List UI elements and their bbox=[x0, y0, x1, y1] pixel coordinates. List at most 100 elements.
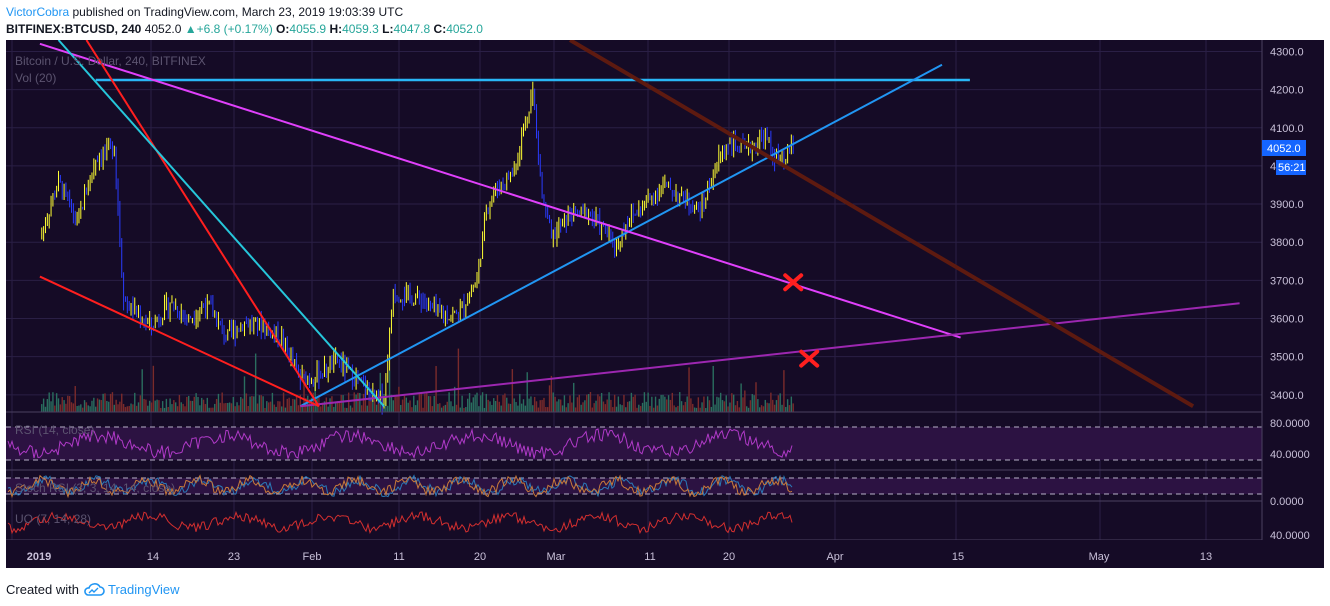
volume-bar bbox=[219, 402, 222, 412]
x-marker-stroke bbox=[799, 349, 820, 368]
volume-bar bbox=[104, 393, 106, 412]
volume-bar bbox=[109, 393, 112, 412]
volume-bar bbox=[401, 399, 404, 412]
indicator-tick-label: 80.0000 bbox=[1270, 418, 1310, 430]
volume-bar bbox=[613, 394, 616, 412]
chart-svg[interactable]: Bitcoin / U.S. Dollar, 240, BITFINEX Vol… bbox=[6, 40, 1324, 568]
volume-bar bbox=[336, 401, 339, 412]
chart-area[interactable]: Bitcoin / U.S. Dollar, 240, BITFINEX Vol… bbox=[6, 40, 1324, 568]
volume-bar bbox=[108, 401, 110, 412]
volume-bar bbox=[500, 405, 502, 412]
volume-bar bbox=[619, 404, 621, 412]
volume-bar bbox=[617, 396, 620, 412]
volume-bar bbox=[513, 398, 515, 412]
volume-bar bbox=[122, 403, 125, 412]
symbol-name[interactable]: BITFINEX:BTCUSD, 240 bbox=[6, 22, 142, 36]
volume-bar bbox=[374, 394, 376, 412]
volume-bar bbox=[457, 348, 460, 412]
volume-bar bbox=[623, 394, 625, 412]
volume-bar bbox=[359, 393, 361, 412]
volume-bar bbox=[267, 402, 270, 412]
volume-bar bbox=[764, 399, 766, 412]
volume-bar bbox=[712, 365, 714, 412]
volume-bar bbox=[115, 399, 117, 412]
volume-bar bbox=[340, 394, 342, 412]
volume-bar bbox=[119, 401, 121, 412]
volume-bar bbox=[160, 407, 162, 412]
volume-bar bbox=[161, 401, 164, 412]
drawings[interactable] bbox=[39, 40, 1240, 409]
volume-bar bbox=[543, 397, 545, 412]
tradingview-brand[interactable]: TradingView bbox=[83, 582, 180, 597]
volume-bar bbox=[368, 400, 370, 412]
volume-bar bbox=[178, 394, 181, 412]
volume-bar bbox=[42, 398, 45, 412]
volume-bar bbox=[225, 403, 227, 412]
volume-bar bbox=[511, 369, 514, 412]
time-tick-label: 2019 bbox=[27, 551, 51, 563]
volume-bar bbox=[106, 400, 108, 412]
created-with-text: Created with bbox=[6, 581, 79, 597]
indicator-labels: RSI (14, close) Stoch RSI (3, 3, 14, 14,… bbox=[15, 423, 175, 526]
volume-bar bbox=[612, 407, 614, 412]
volume-bar bbox=[716, 396, 718, 412]
volume-bar bbox=[751, 394, 753, 412]
rsi-label: RSI (14, close) bbox=[15, 423, 94, 437]
volume-bar bbox=[227, 402, 229, 412]
price-axis[interactable]: 4300.04200.04100.04000.03900.03800.03700… bbox=[1261, 40, 1324, 542]
volume-bar bbox=[753, 395, 755, 412]
change-arrow: ▲ bbox=[184, 22, 197, 36]
volume-bar bbox=[463, 407, 465, 412]
volume-bar bbox=[476, 392, 478, 412]
close-value: 4052.0 bbox=[446, 22, 483, 36]
price-tick-label: 4300.0 bbox=[1270, 46, 1304, 58]
volume-bar bbox=[444, 404, 447, 412]
volume-bar bbox=[721, 400, 724, 412]
volume-bar bbox=[221, 392, 223, 412]
volume-bar bbox=[57, 398, 60, 412]
volume-bar bbox=[478, 406, 480, 412]
time-tick-label: Feb bbox=[303, 551, 322, 563]
volume-bar bbox=[349, 405, 352, 412]
volume-bar bbox=[459, 407, 461, 412]
volume-bar bbox=[163, 407, 166, 412]
volume-bar bbox=[656, 405, 659, 412]
volume-bar bbox=[424, 393, 426, 412]
volume-bar bbox=[647, 392, 649, 412]
volume-bar bbox=[654, 396, 657, 412]
volume-bar bbox=[520, 403, 523, 412]
volume-bar bbox=[759, 407, 761, 412]
volume-bar bbox=[692, 403, 694, 412]
volume-bar bbox=[597, 394, 599, 412]
tradingview-cloud-icon bbox=[84, 582, 105, 596]
volume-bar bbox=[779, 393, 781, 412]
volume-bar bbox=[390, 394, 393, 412]
time-axis[interactable]: 2019 14 23 Feb 11 20 Mar 11 20 Apr 15 May 13 bbox=[6, 540, 1324, 568]
x-marker-icon bbox=[783, 273, 804, 292]
volume-bar bbox=[435, 366, 437, 412]
volume-bar bbox=[539, 400, 541, 412]
volume-bar bbox=[277, 401, 279, 412]
volume-bar bbox=[312, 392, 315, 412]
volume-bar bbox=[93, 397, 95, 412]
volume-bar bbox=[355, 394, 357, 412]
volume-bar bbox=[703, 396, 705, 412]
volume-bar bbox=[370, 398, 372, 412]
volume-bar bbox=[757, 399, 759, 412]
volume-bar bbox=[746, 406, 748, 412]
time-tick-label: 20 bbox=[474, 551, 486, 563]
volume-bar bbox=[189, 400, 192, 412]
price-candles bbox=[41, 81, 794, 415]
volume-bar bbox=[422, 407, 424, 412]
low-label: L: bbox=[382, 22, 394, 36]
volume-bar bbox=[414, 405, 417, 412]
volume-bar bbox=[63, 400, 65, 412]
volume-bar bbox=[346, 407, 348, 412]
volume-bar bbox=[230, 403, 233, 412]
volume-bar bbox=[701, 402, 703, 412]
author-link[interactable]: VictorCobra bbox=[6, 5, 70, 19]
volume-bar bbox=[152, 365, 155, 412]
volume-bar bbox=[480, 395, 482, 412]
volume-bar bbox=[785, 406, 787, 412]
volume-bar bbox=[403, 395, 406, 412]
